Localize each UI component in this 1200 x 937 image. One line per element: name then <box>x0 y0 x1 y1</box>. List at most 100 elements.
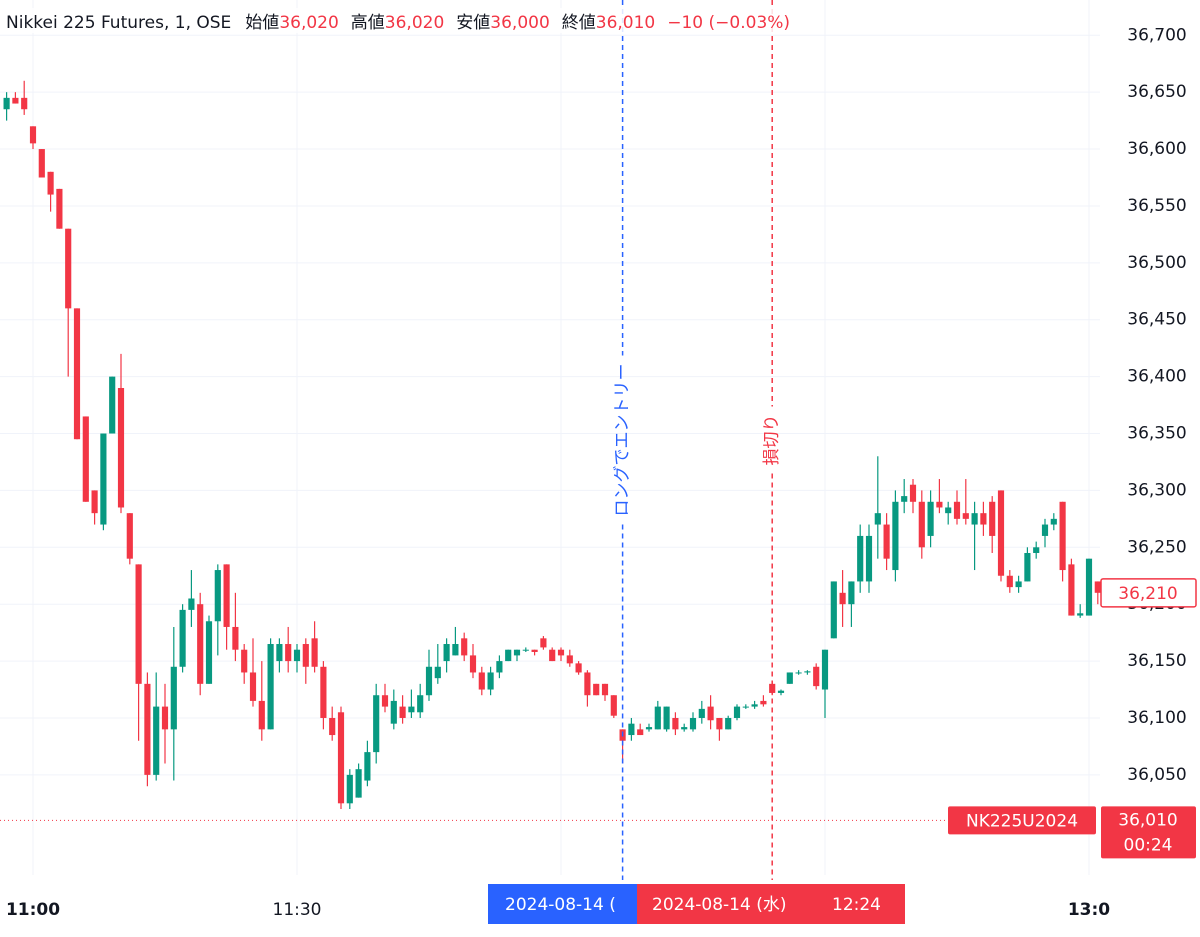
candle-body <box>795 672 802 674</box>
legend-header: Nikkei 225 Futures, 1, OSE 始値36,020 高値36,0… <box>6 8 791 33</box>
candle-body <box>337 712 345 804</box>
ohlc-value: 36,010 <box>595 13 656 33</box>
candle-body <box>610 695 617 716</box>
candle-body <box>144 683 151 775</box>
candle-body <box>513 649 521 656</box>
ohlc-label: 終値 <box>561 13 596 33</box>
candle-body <box>892 501 899 571</box>
candle-body <box>381 695 389 707</box>
candle-body <box>241 649 248 673</box>
candle-body <box>760 700 767 705</box>
ohlc-value: 36,000 <box>490 13 550 33</box>
candle-body <box>980 513 987 525</box>
x-tick-label: 11:00 <box>6 900 60 920</box>
y-tick-label: 36,450 <box>1127 310 1186 330</box>
candle-body <box>566 655 573 664</box>
candle-body <box>285 644 292 662</box>
candle-body <box>557 649 565 656</box>
candle-body <box>1059 501 1066 571</box>
candle-body <box>645 727 653 730</box>
marker-label: 損切り <box>762 415 782 466</box>
candle-body <box>197 604 204 684</box>
symbol-price-box <box>1101 806 1196 859</box>
candle-body <box>857 535 864 582</box>
candle-body <box>478 672 485 690</box>
y-tick-label: 36,050 <box>1127 765 1186 785</box>
ohlc-value: 36,020 <box>384 13 445 33</box>
time-label: 2024-08-14 ( <box>505 895 616 915</box>
candle-body <box>989 501 996 536</box>
candle-body <box>276 644 283 662</box>
y-tick-label: 36,400 <box>1127 367 1186 387</box>
candle-body <box>170 666 177 730</box>
candle-body <box>399 706 406 718</box>
candle-body <box>29 126 37 144</box>
candle-body <box>971 513 978 525</box>
candle-body <box>1024 552 1031 582</box>
candle-body <box>355 769 362 798</box>
last-price-box <box>1100 578 1197 608</box>
candle-body <box>161 706 169 730</box>
candle-body <box>945 507 952 514</box>
time-label: 12:24 <box>832 895 881 915</box>
candle-body <box>425 666 433 696</box>
change: −10 (−0.03%) <box>667 13 791 33</box>
candle-body <box>839 592 846 605</box>
candle-body <box>953 501 961 519</box>
candle-body <box>320 666 327 718</box>
time-label: 2024-08-14 (水) <box>652 895 786 915</box>
candle-body <box>311 638 318 667</box>
candle-body <box>997 490 1005 576</box>
candle-body <box>21 97 28 110</box>
candle-body <box>725 717 732 730</box>
candle-body <box>469 655 477 673</box>
candle-body <box>593 683 600 696</box>
y-tick-label: 36,600 <box>1127 139 1186 159</box>
candle-body <box>232 626 239 650</box>
candle-body <box>901 496 908 502</box>
candle-body <box>962 513 969 519</box>
candle-body <box>540 638 547 648</box>
candle-body <box>689 717 697 730</box>
candle-body <box>1077 613 1084 616</box>
candle-body <box>1094 581 1101 593</box>
candle-body <box>909 484 917 502</box>
candle-body <box>1033 547 1040 553</box>
symbol-box <box>948 806 1096 835</box>
title: Nikkei 225 Futures, 1, OSE <box>6 13 232 33</box>
candle-body <box>1085 558 1093 616</box>
candle-body <box>584 672 591 696</box>
candle-body <box>777 690 785 693</box>
candle-body <box>927 501 934 536</box>
symbol-label: NK225U2024 <box>966 811 1078 831</box>
candle-body <box>461 638 468 656</box>
candle-body <box>302 644 309 667</box>
y-tick-label: 36,150 <box>1127 651 1186 671</box>
candle-body <box>293 649 301 662</box>
candle-body <box>733 706 741 718</box>
marker-label: ロングでエントリー <box>613 364 633 517</box>
candle-body <box>364 752 371 781</box>
candle-body <box>848 581 855 605</box>
time-label-box <box>488 884 638 924</box>
candle-body <box>38 149 45 178</box>
y-tick-label: 36,300 <box>1127 480 1186 500</box>
candle-body <box>601 683 609 696</box>
candle-body <box>821 649 829 690</box>
y-tick-label: 36,250 <box>1127 537 1186 557</box>
candle-body <box>1050 518 1057 525</box>
candle-body <box>188 598 195 610</box>
ohlc-label: 始値 <box>245 13 280 33</box>
candle-body <box>214 570 221 622</box>
candle-body <box>496 661 503 673</box>
ohlc-value: 36,020 <box>279 13 339 33</box>
candle-body <box>91 490 98 514</box>
candle-body <box>434 666 441 679</box>
candle-body <box>373 695 380 753</box>
candle-body <box>346 774 353 804</box>
candle-body <box>390 700 397 724</box>
candle-body <box>698 708 705 718</box>
candle-body <box>1006 575 1013 588</box>
candle-body <box>126 513 133 559</box>
